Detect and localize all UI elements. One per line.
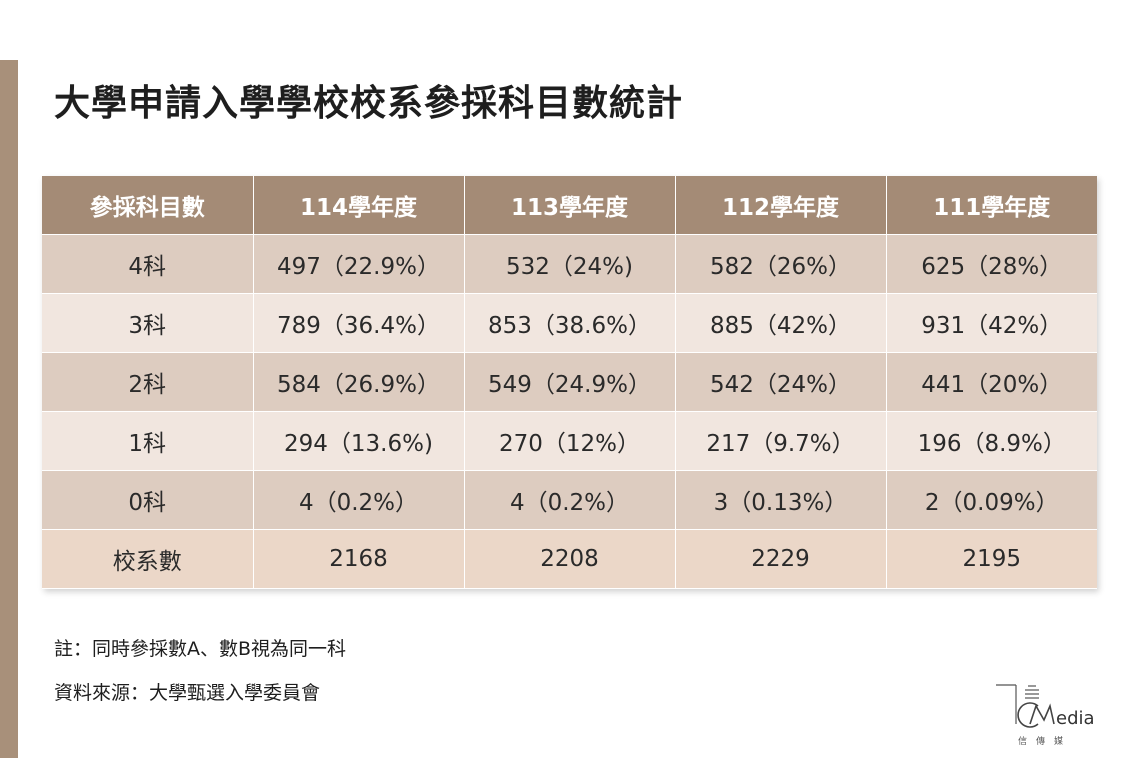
table-cell: 549（24.9%） [464,352,676,412]
table-cell: 3（0.13%） [675,470,887,530]
table-cell: 217（9.7%） [675,411,887,471]
column-header: 112學年度 [675,176,887,235]
table-cell: 2195 [886,529,1097,589]
statistics-table: 參採科目數 114學年度 113學年度 112學年度 111學年度 4科 497… [42,176,1097,589]
table-cell: 2208 [464,529,676,589]
table-cell: 441（20%） [886,352,1097,412]
column-header: 113學年度 [464,176,676,235]
table-cell: 931（42%） [886,293,1097,353]
row-label: 1科 [42,411,254,471]
column-header: 114學年度 [253,176,465,235]
table-header-row: 參採科目數 114學年度 113學年度 112學年度 111學年度 [42,176,1097,235]
table-cell: 270（12%） [464,411,676,471]
logo-text: edia [1056,708,1095,729]
table-cell: 294（13.6%) [253,411,465,471]
column-header: 111學年度 [886,176,1097,235]
table-row: 2科 584（26.9%） 549（24.9%） 542（24%） 441（20… [42,352,1097,412]
page-title: 大學申請入學學校校系參採科目數統計 [54,83,684,124]
column-header: 參採科目數 [42,176,254,235]
table-row-total: 校系數 2168 2208 2229 2195 [42,529,1097,589]
table-row: 3科 789（36.4%） 853（38.6%） 885（42%） 931（42… [42,293,1097,353]
table-cell: 789（36.4%） [253,293,465,353]
table-row: 1科 294（13.6%) 270（12%） 217（9.7%） 196（8.9… [42,411,1097,471]
logo-c-shape [1017,702,1039,728]
table-cell: 582（26%） [675,234,887,294]
table-cell: 2168 [253,529,465,589]
table-cell: 4（0.2%） [464,470,676,530]
row-label: 校系數 [42,529,254,589]
table-cell: 196（8.9%） [886,411,1097,471]
left-accent-bar [0,60,18,758]
table-row: 4科 497（22.9%） 532（24%) 582（26%） 625（28%） [42,234,1097,294]
table-cell: 885（42%） [675,293,887,353]
table-cell: 584（26.9%） [253,352,465,412]
footnote: 註：同時參採數A、數B視為同一科 [54,638,347,660]
row-label: 2科 [42,352,254,412]
table-cell: 497（22.9%） [253,234,465,294]
logo-m-shape [1029,703,1055,725]
row-label: 4科 [42,234,254,294]
table-cell: 625（28%） [886,234,1097,294]
table-row: 0科 4（0.2%） 4（0.2%） 3（0.13%） 2（0.09%） [42,470,1097,530]
logo-subtext: 信 傳 媒 [1018,735,1063,747]
row-label: 0科 [42,470,254,530]
table-cell: 532（24%) [464,234,676,294]
table-cell: 2（0.09%） [886,470,1097,530]
source-note: 資料來源：大學甄選入學委員會 [54,682,321,704]
table-cell: 542（24%） [675,352,887,412]
row-label: 3科 [42,293,254,353]
table-cell: 2229 [675,529,887,589]
table-cell: 4（0.2%） [253,470,465,530]
table-cell: 853（38.6%） [464,293,676,353]
media-logo: edia 信 傳 媒 [996,684,1095,747]
